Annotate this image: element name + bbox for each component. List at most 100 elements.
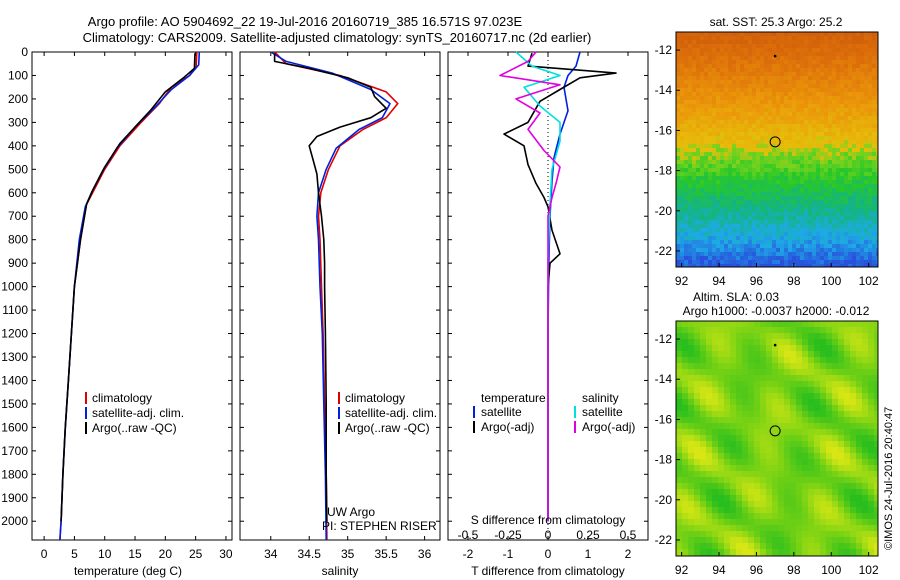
map-cell [752, 108, 757, 113]
map-cell [844, 180, 849, 185]
map-cell [800, 144, 805, 149]
map-cell [868, 52, 873, 57]
map-cell [872, 180, 877, 185]
y-tick-label: 100 [8, 68, 28, 82]
map-cell [800, 180, 805, 185]
map-cell [724, 405, 731, 412]
map-cell [868, 48, 873, 53]
map-cell [860, 72, 865, 77]
map-cell [800, 192, 805, 197]
map-cell [832, 345, 839, 352]
map-cell [688, 72, 693, 77]
map-cell [844, 333, 851, 340]
map-cell [788, 260, 793, 265]
map-cell [840, 156, 845, 161]
map-cell [742, 321, 749, 328]
salinity-legend: climatology satellite-adj. clim. Argo(..… [322, 391, 437, 533]
map-cell [696, 260, 701, 265]
map-cell [768, 148, 773, 153]
map-cell [832, 172, 837, 177]
map-cell [864, 96, 869, 101]
imos-credit: ©IMOS 24-Jul-2016 20:40:47 [883, 407, 895, 550]
map-cell [756, 108, 761, 113]
map-cell [856, 381, 863, 388]
map-cell [824, 140, 829, 145]
map-cell [724, 36, 729, 41]
map-cell [684, 48, 689, 53]
map-cell [868, 435, 875, 442]
map-cell [864, 144, 869, 149]
map-cell [860, 228, 865, 233]
map-cell [720, 108, 725, 113]
map-cell [704, 44, 709, 49]
map-cell [748, 188, 753, 193]
map-cell [848, 244, 853, 249]
map-cell [802, 477, 809, 484]
map-cell [736, 543, 743, 550]
map-cell [802, 363, 809, 370]
map-cell [768, 112, 773, 117]
map-cell [856, 465, 863, 472]
map-cell [852, 68, 857, 73]
map-cell [764, 132, 769, 137]
map-cell [824, 108, 829, 113]
map-cell [748, 96, 753, 101]
map-cell [864, 260, 869, 265]
map-cell [730, 477, 737, 484]
map-cell [784, 84, 789, 89]
map-cell [802, 399, 809, 406]
map-cell [776, 112, 781, 117]
map-cell [732, 180, 737, 185]
map-cell [736, 483, 743, 490]
map-cell [692, 140, 697, 145]
map-cell [728, 228, 733, 233]
map-cell [840, 152, 845, 157]
map-cell [862, 471, 869, 478]
map-cell [820, 477, 827, 484]
map-cell [748, 160, 753, 165]
map-cell [700, 417, 707, 424]
map-cell [804, 264, 809, 269]
map-cell [856, 36, 861, 41]
map-cell [700, 501, 707, 508]
map-cell [812, 40, 817, 45]
map-cell [676, 100, 681, 105]
map-cell [848, 168, 853, 173]
map-cell [824, 80, 829, 85]
map-cell [712, 40, 717, 45]
map-cell [768, 192, 773, 197]
map-cell [856, 477, 863, 484]
map-cell [844, 92, 849, 97]
map-cell [856, 60, 861, 65]
map-cell [718, 453, 725, 460]
map-cell [772, 477, 779, 484]
map-cell [712, 345, 719, 352]
map-cell [844, 108, 849, 113]
map-cell [808, 68, 813, 73]
map-cell [836, 84, 841, 89]
map-cell [812, 132, 817, 137]
map-cell [688, 393, 695, 400]
map-cell [752, 140, 757, 145]
map-cell [768, 200, 773, 205]
map-cell [766, 405, 773, 412]
map-cell [718, 447, 725, 454]
map-cell [868, 240, 873, 245]
map-cell [696, 156, 701, 161]
map-cell [838, 369, 845, 376]
map-cell [692, 32, 697, 37]
map-cell [760, 164, 765, 169]
map-cell [692, 212, 697, 217]
map-cell [706, 441, 713, 448]
map-cell [838, 477, 845, 484]
map-cell [732, 112, 737, 117]
map-cell [768, 64, 773, 69]
map-cell [832, 196, 837, 201]
map-cell [808, 88, 813, 93]
map-cell [732, 156, 737, 161]
map-cell [828, 192, 833, 197]
map-cell [780, 248, 785, 253]
map-cell [756, 240, 761, 245]
map-cell [812, 36, 817, 41]
map-cell [864, 48, 869, 53]
